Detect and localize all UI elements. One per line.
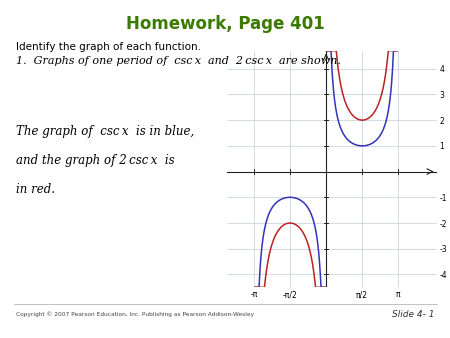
Text: in red.: in red. xyxy=(16,183,55,195)
Text: Identify the graph of each function.: Identify the graph of each function. xyxy=(16,42,201,52)
Text: Copyright © 2007 Pearson Education, Inc. Publishing as Pearson Addison-Wesley: Copyright © 2007 Pearson Education, Inc.… xyxy=(16,312,254,317)
Text: and the graph of 2 csc x  is: and the graph of 2 csc x is xyxy=(16,154,175,167)
Text: Homework, Page 401: Homework, Page 401 xyxy=(126,15,324,33)
Text: 1.  Graphs of one period of  csc x  and  2 csc x  are shown.: 1. Graphs of one period of csc x and 2 c… xyxy=(16,56,341,66)
Text: The graph of  csc x  is in blue,: The graph of csc x is in blue, xyxy=(16,125,194,138)
Text: Slide 4- 1: Slide 4- 1 xyxy=(392,310,434,319)
